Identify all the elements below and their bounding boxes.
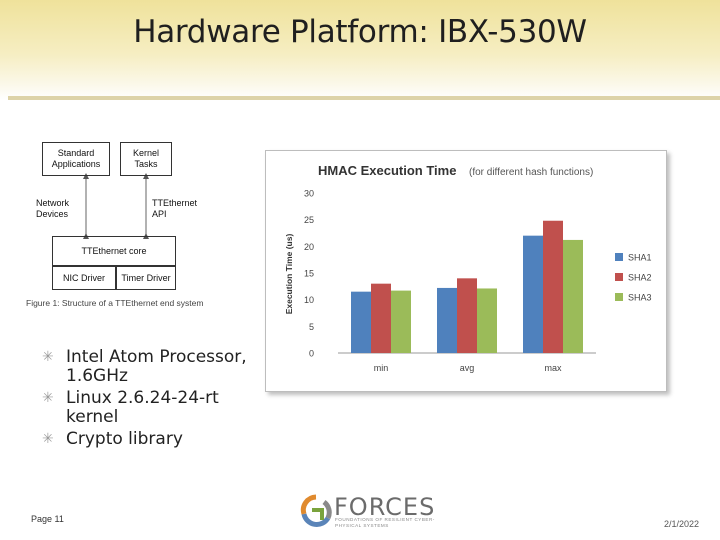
title-band: [0, 0, 720, 100]
y-tick-label: 5: [309, 322, 314, 332]
architecture-diagram: Standard Applications Kernel Tasks Netwo…: [28, 140, 228, 310]
chart-svg: HMAC Execution Time (for different hash …: [284, 163, 652, 373]
tte-core-box: TTEthernet core: [52, 236, 176, 266]
bar-sha3-avg: [477, 288, 497, 353]
bullet-text: Crypto library: [66, 429, 183, 449]
bullet-text: Linux 2.6.24-24-rt kernel: [66, 388, 219, 427]
bullet-star-icon: ✳: [42, 431, 54, 447]
forces-logo: FORCES FOUNDATIONS OF RESILIENT CYBER-PH…: [300, 492, 434, 532]
diagram-caption: Figure 1: Structure of a TTEthernet end …: [26, 298, 204, 308]
x-tick-label: max: [544, 363, 562, 373]
bar-sha3-max: [563, 239, 583, 353]
legend-swatch-sha3: [615, 293, 623, 301]
legend-label-sha3: SHA3: [628, 293, 652, 303]
logo-tagline: FOUNDATIONS OF RESILIENT CYBER-PHYSICAL …: [335, 517, 435, 528]
x-tick-label: min: [374, 363, 389, 373]
y-tick-label: 0: [309, 349, 314, 359]
bar-sha2-min: [371, 283, 391, 353]
nic-driver-box: NIC Driver: [52, 266, 116, 290]
y-tick-label: 25: [304, 215, 314, 225]
hmac-chart: HMAC Execution Time (for different hash …: [265, 150, 667, 392]
y-tick-label: 30: [304, 189, 314, 199]
bullet-item: ✳ Linux 2.6.24-24-rt kernel: [42, 389, 252, 427]
nic-driver-label: NIC Driver: [63, 272, 105, 283]
y-axis-label: Execution Time (us): [284, 234, 294, 315]
legend-label-sha1: SHA1: [628, 253, 652, 263]
bar-sha1-avg: [437, 287, 457, 353]
bar-sha1-min: [351, 291, 371, 353]
x-tick-label: avg: [460, 363, 475, 373]
slide-date: 2/1/2022: [664, 519, 700, 529]
kernel-tasks-label: Kernel Tasks: [132, 148, 159, 169]
kernel-tasks-box: Kernel Tasks: [120, 142, 172, 176]
y-tick-label: 15: [304, 269, 314, 279]
bar-sha3-min: [391, 290, 411, 353]
bullet-list: ✳ Intel Atom Processor, 1.6GHz ✳ Linux 2…: [42, 348, 252, 452]
y-tick-label: 10: [304, 295, 314, 305]
forces-logo-icon: [300, 494, 332, 527]
bar-sha1-max: [523, 235, 543, 353]
bullet-star-icon: ✳: [42, 390, 54, 406]
bar-sha2-avg: [457, 278, 477, 353]
bar-sha2-max: [543, 220, 563, 353]
logo-wordmark: FORCES: [334, 493, 436, 521]
network-devices-label: Network Devices: [36, 198, 70, 219]
y-tick-label: 20: [304, 242, 314, 252]
bullet-text: Intel Atom Processor, 1.6GHz: [66, 347, 247, 386]
legend-label-sha2: SHA2: [628, 273, 652, 283]
bullet-item: ✳ Intel Atom Processor, 1.6GHz: [42, 348, 252, 386]
chart-subtitle: (for different hash functions): [469, 167, 593, 178]
standard-applications-box: Standard Applications: [42, 142, 110, 176]
timer-driver-box: Timer Driver: [116, 266, 176, 290]
page-number: Page 11: [31, 514, 64, 524]
tte-api-label: TTEthernet API: [152, 198, 198, 219]
legend-swatch-sha2: [615, 273, 623, 281]
tte-core-label: TTEthernet core: [81, 245, 147, 256]
diagram-arrows: [83, 173, 149, 239]
timer-driver-label: Timer Driver: [121, 272, 171, 283]
legend-swatch-sha1: [615, 253, 623, 261]
bullet-item: ✳ Crypto library: [42, 430, 252, 449]
title-underline: [8, 96, 720, 100]
chart-title: HMAC Execution Time: [318, 163, 456, 178]
bullet-star-icon: ✳: [42, 349, 54, 365]
slide-title: Hardware Platform: IBX-530W: [133, 14, 587, 50]
standard-applications-label: Standard Applications: [51, 148, 101, 169]
